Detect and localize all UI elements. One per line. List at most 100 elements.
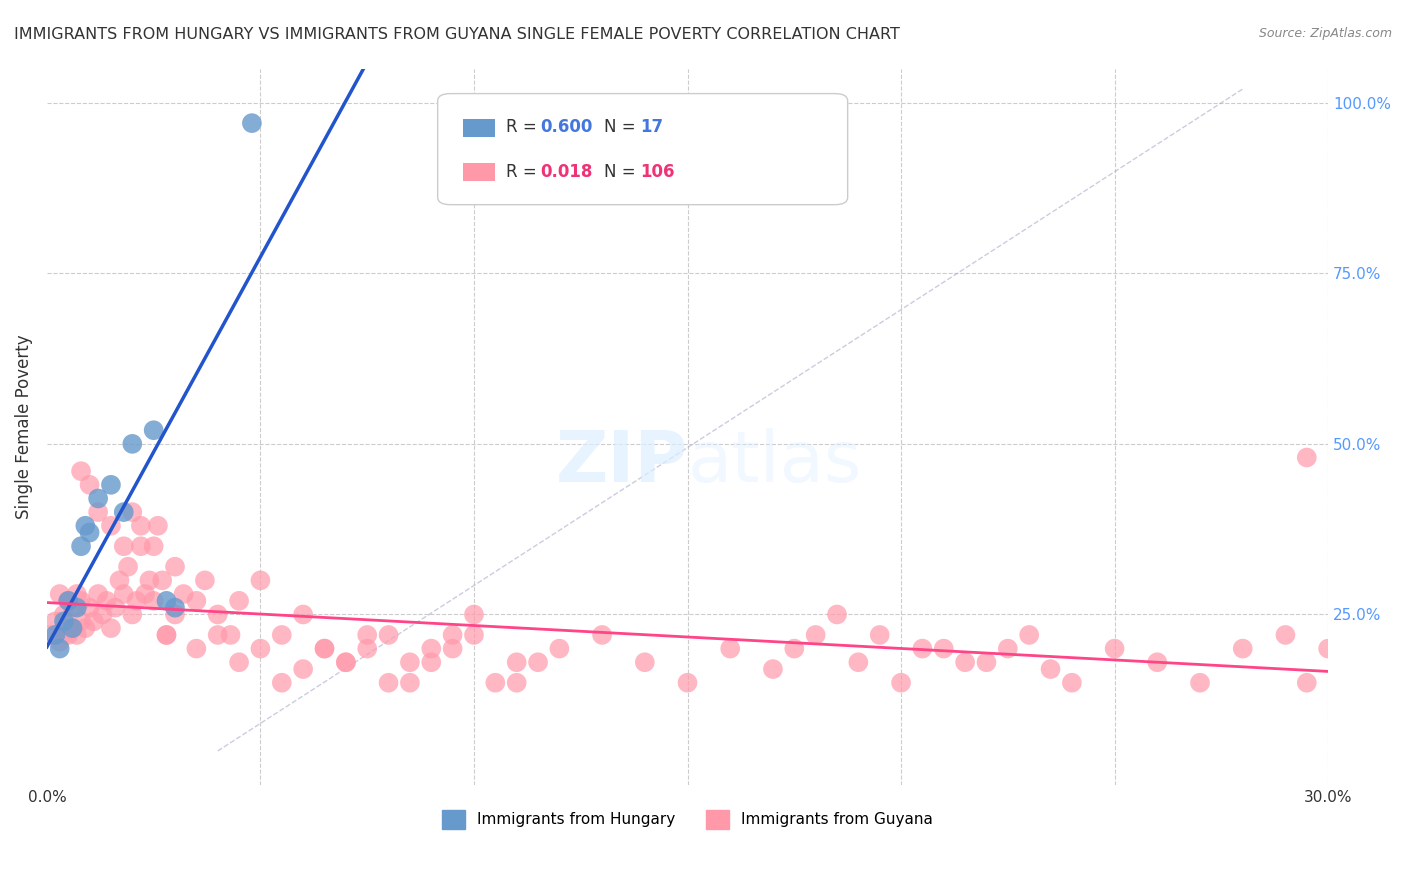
- Point: [335, 655, 357, 669]
- Point: [240, 116, 263, 130]
- Point: [125, 594, 148, 608]
- Point: [146, 518, 169, 533]
- Point: [953, 655, 976, 669]
- Point: [718, 641, 741, 656]
- Point: [1188, 675, 1211, 690]
- Point: [142, 423, 165, 437]
- Point: [890, 675, 912, 690]
- Legend: Immigrants from Hungary, Immigrants from Guyana: Immigrants from Hungary, Immigrants from…: [436, 804, 939, 835]
- Point: [377, 675, 399, 690]
- Point: [527, 655, 550, 669]
- Point: [1146, 655, 1168, 669]
- Point: [52, 621, 75, 635]
- Point: [804, 628, 827, 642]
- Point: [825, 607, 848, 622]
- Point: [138, 574, 160, 588]
- Point: [75, 621, 97, 635]
- Point: [108, 574, 131, 588]
- Point: [58, 594, 80, 608]
- Point: [463, 607, 485, 622]
- Point: [976, 655, 998, 669]
- Point: [441, 628, 464, 642]
- Text: atlas: atlas: [688, 428, 862, 497]
- Point: [62, 621, 84, 635]
- Point: [207, 607, 229, 622]
- Point: [270, 628, 292, 642]
- Point: [292, 607, 315, 622]
- Point: [591, 628, 613, 642]
- Point: [163, 559, 186, 574]
- Point: [155, 628, 177, 642]
- Point: [121, 607, 143, 622]
- Point: [846, 655, 869, 669]
- FancyBboxPatch shape: [437, 94, 848, 204]
- Point: [75, 518, 97, 533]
- Point: [117, 559, 139, 574]
- Point: [142, 539, 165, 553]
- Point: [270, 675, 292, 690]
- Point: [83, 615, 105, 629]
- Text: 0.018: 0.018: [540, 162, 592, 181]
- Point: [173, 587, 195, 601]
- Point: [548, 641, 571, 656]
- Point: [163, 600, 186, 615]
- Point: [783, 641, 806, 656]
- Text: 106: 106: [640, 162, 675, 181]
- Point: [997, 641, 1019, 656]
- Point: [79, 525, 101, 540]
- Point: [228, 655, 250, 669]
- Text: N =: N =: [605, 119, 641, 136]
- Point: [356, 641, 378, 656]
- Point: [91, 607, 114, 622]
- Point: [463, 628, 485, 642]
- Point: [314, 641, 336, 656]
- Point: [1018, 628, 1040, 642]
- Point: [96, 594, 118, 608]
- Point: [70, 539, 93, 553]
- Point: [70, 464, 93, 478]
- Point: [420, 641, 443, 656]
- Point: [112, 505, 135, 519]
- Point: [62, 600, 84, 615]
- Point: [112, 539, 135, 553]
- Point: [66, 628, 89, 642]
- Point: [142, 594, 165, 608]
- Point: [58, 628, 80, 642]
- Bar: [464, 163, 495, 181]
- Point: [399, 675, 422, 690]
- Point: [48, 587, 70, 601]
- Text: N =: N =: [605, 162, 641, 181]
- Point: [121, 505, 143, 519]
- Point: [1104, 641, 1126, 656]
- Point: [87, 587, 110, 601]
- Point: [1274, 628, 1296, 642]
- Y-axis label: Single Female Poverty: Single Female Poverty: [15, 334, 32, 519]
- Point: [44, 628, 66, 642]
- Point: [121, 437, 143, 451]
- Point: [134, 587, 156, 601]
- Point: [62, 621, 84, 635]
- Text: ZIP: ZIP: [555, 428, 688, 497]
- Point: [66, 587, 89, 601]
- Text: 0.600: 0.600: [540, 119, 592, 136]
- Point: [335, 655, 357, 669]
- Point: [163, 607, 186, 622]
- Text: R =: R =: [506, 119, 541, 136]
- Point: [249, 574, 271, 588]
- Point: [314, 641, 336, 656]
- Text: IMMIGRANTS FROM HUNGARY VS IMMIGRANTS FROM GUYANA SINGLE FEMALE POVERTY CORRELAT: IMMIGRANTS FROM HUNGARY VS IMMIGRANTS FR…: [14, 27, 900, 42]
- Point: [1060, 675, 1083, 690]
- Text: R =: R =: [506, 162, 541, 181]
- Point: [932, 641, 955, 656]
- Point: [104, 600, 127, 615]
- Point: [292, 662, 315, 676]
- Point: [87, 505, 110, 519]
- Point: [186, 594, 208, 608]
- Text: 17: 17: [640, 119, 664, 136]
- Point: [1317, 641, 1340, 656]
- Point: [219, 628, 242, 642]
- Point: [150, 574, 173, 588]
- Point: [1295, 675, 1317, 690]
- Point: [87, 491, 110, 506]
- Point: [129, 518, 152, 533]
